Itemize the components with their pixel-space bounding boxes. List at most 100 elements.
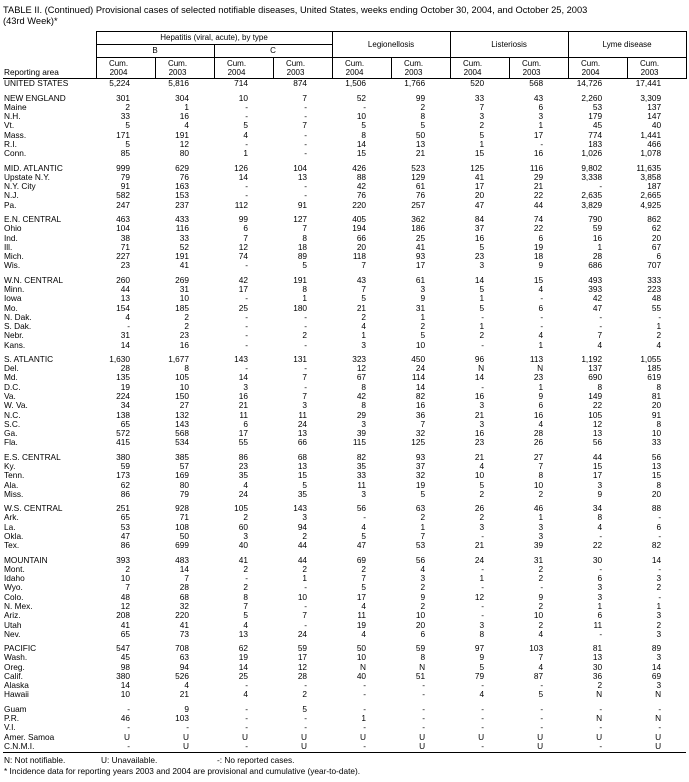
table-row: Md. 135 105 14 7 67 114 14 23 690 619	[3, 373, 686, 382]
value-cell: 11,635	[636, 163, 662, 173]
value-cell: 2	[420, 583, 426, 593]
value-cell: 4	[479, 462, 485, 471]
table-row: PACIFIC 547 708 62 59 50 59 97 103 81 89	[3, 644, 686, 653]
value-cell: -	[363, 723, 367, 733]
value-cell: -	[363, 741, 367, 751]
value-cell: 10	[415, 340, 426, 350]
value-cell: 4	[420, 564, 426, 574]
value-cell: 37	[474, 224, 485, 234]
value-cell: 87	[533, 671, 544, 681]
reporting-area-cell: Kans.	[4, 340, 26, 350]
value-cell: 1,766	[404, 78, 426, 89]
value-cell: 81	[651, 392, 662, 402]
value-cell: U	[301, 732, 308, 742]
value-cell: 153	[175, 191, 189, 201]
value-cell: 6	[243, 224, 248, 234]
value-cell: 8	[184, 364, 189, 374]
value-cell: 7	[125, 583, 130, 593]
value-cell: 405	[352, 214, 367, 224]
value-cell: 2	[538, 574, 544, 584]
value-cell: 7	[538, 653, 544, 663]
value-cell: 23	[474, 252, 485, 262]
value-cell: 14	[474, 373, 485, 383]
table-row: Mont. 2 14 2 2 2 4 - 2 - -	[3, 565, 686, 574]
table-title: TABLE II. (Continued) Provisional cases …	[3, 5, 686, 27]
value-cell: 16	[415, 401, 426, 411]
value-cell: -	[658, 312, 662, 322]
value-cell: 56	[356, 504, 367, 514]
value-cell: 15	[533, 275, 544, 285]
cum-2004-header: Cum. 2004	[567, 56, 628, 80]
value-cell: 14	[651, 662, 662, 672]
value-cell: 15	[592, 462, 603, 471]
value-cell: -	[245, 714, 248, 724]
table-row: Vt. 5 4 5 7 5 5 2 1 45 40	[3, 121, 686, 130]
value-cell: 2	[656, 620, 662, 630]
value-cell: -	[363, 681, 367, 691]
value-cell: 191	[293, 275, 308, 285]
value-cell: 17	[297, 653, 308, 663]
value-cell: 41	[415, 242, 426, 252]
value-cell: 20	[651, 489, 662, 499]
value-cell: 4	[243, 130, 248, 140]
value-cell: 112	[234, 200, 248, 210]
table-row: Okla. 47 50 3 2 5 7 - 3 - -	[3, 532, 686, 541]
value-cell: 16	[533, 410, 544, 420]
value-cell: 42	[238, 275, 248, 285]
value-cell: -	[127, 704, 130, 714]
value-cell: -	[245, 312, 248, 322]
value-cell: 66	[356, 233, 367, 243]
value-cell: 154	[116, 303, 130, 313]
value-cell: 42	[356, 392, 367, 402]
value-cell: 179	[588, 112, 603, 122]
reporting-area-cell: Pa.	[4, 200, 17, 210]
value-cell: 73	[179, 629, 189, 639]
reporting-area-cell: Idaho	[4, 574, 25, 584]
value-cell: 21	[474, 410, 485, 420]
value-cell: 3	[656, 611, 662, 621]
value-cell: 6	[656, 522, 662, 532]
value-cell: 14	[179, 564, 189, 574]
value-cell: -	[304, 723, 308, 733]
value-cell: -	[540, 140, 544, 149]
cum-2004-header: Cum. 2004	[449, 56, 510, 80]
value-cell: -	[540, 704, 544, 714]
value-cell: 63	[179, 653, 189, 663]
value-cell: 7	[361, 261, 367, 271]
value-cell: 25	[238, 671, 248, 681]
reporting-area-cell: Mont.	[4, 564, 25, 574]
value-cell: 12	[179, 140, 189, 149]
value-cell: 12	[592, 419, 603, 429]
value-cell: 568	[175, 429, 189, 439]
value-cell: 50	[415, 130, 426, 140]
table-row: Ariz. 208 220 5 7 11 10 - 10 6 3	[3, 611, 686, 620]
value-cell: 10	[356, 653, 367, 663]
value-cell: 2	[302, 690, 308, 700]
value-cell: 44	[533, 200, 544, 210]
value-cell: 97	[474, 644, 485, 654]
value-cell: -	[363, 102, 367, 112]
value-cell: -	[540, 583, 544, 593]
value-cell: 1	[302, 574, 308, 584]
table-row: Upstate N.Y. 79 76 14 13 88 129 41 29 3,338 3,858	[3, 173, 686, 182]
value-cell: -	[658, 513, 662, 523]
value-cell: 24	[474, 555, 485, 565]
value-cell: 20	[415, 620, 426, 630]
reporting-area-cell: Minn.	[4, 284, 25, 294]
value-cell: 16	[474, 392, 485, 402]
value-cell: 76	[356, 191, 367, 201]
value-cell: 6	[538, 102, 544, 112]
value-cell: 707	[647, 261, 662, 271]
value-cell: 55	[651, 303, 662, 313]
value-cell: 37	[415, 462, 426, 471]
value-cell: 9	[538, 261, 544, 271]
value-cell: 9	[479, 653, 485, 663]
reporting-area-cell: N. Mex.	[4, 601, 33, 611]
value-cell: 22	[533, 224, 544, 234]
value-cell: 3	[243, 382, 248, 392]
cum-2003-header: Cum. 2003	[626, 56, 687, 80]
value-cell: 1	[538, 513, 544, 523]
value-cell: 34	[592, 504, 603, 514]
value-cell: 10	[474, 471, 485, 481]
